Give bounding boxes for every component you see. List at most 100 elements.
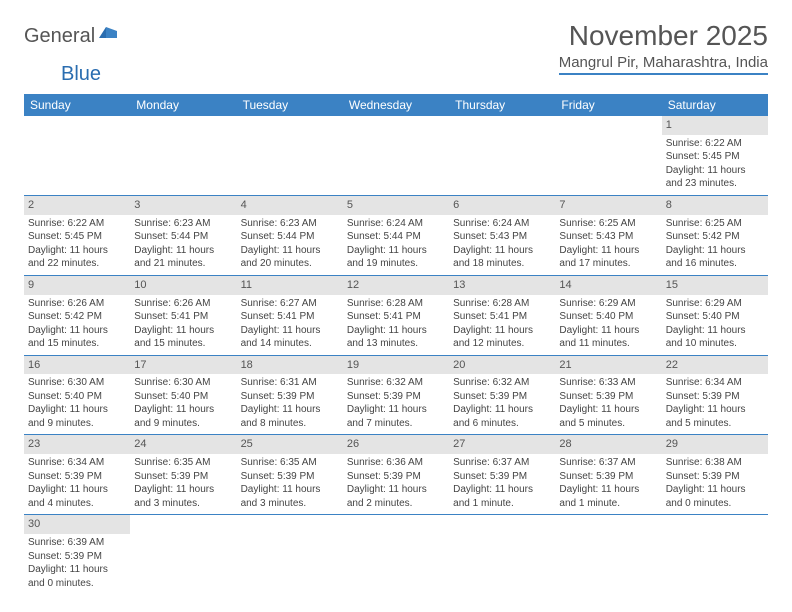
- daylight-text: Daylight: 11 hours and 20 minutes.: [241, 244, 339, 271]
- day-details: Sunrise: 6:24 AMSunset: 5:44 PMDaylight:…: [343, 215, 449, 275]
- empty-cell: [662, 515, 768, 594]
- sunset-text: Sunset: 5:44 PM: [241, 230, 339, 244]
- sunrise-text: Sunrise: 6:28 AM: [453, 297, 551, 311]
- week-row: 30Sunrise: 6:39 AMSunset: 5:39 PMDayligh…: [24, 515, 768, 594]
- day-details: Sunrise: 6:26 AMSunset: 5:42 PMDaylight:…: [24, 295, 130, 355]
- day-details: Sunrise: 6:29 AMSunset: 5:40 PMDaylight:…: [555, 295, 661, 355]
- week-row: 2Sunrise: 6:22 AMSunset: 5:45 PMDaylight…: [24, 196, 768, 276]
- day-number: 8: [662, 196, 768, 215]
- daylight-text: Daylight: 11 hours and 1 minute.: [559, 483, 657, 510]
- sunrise-text: Sunrise: 6:25 AM: [666, 217, 764, 231]
- sunset-text: Sunset: 5:41 PM: [134, 310, 232, 324]
- sunset-text: Sunset: 5:39 PM: [453, 470, 551, 484]
- daylight-text: Daylight: 11 hours and 0 minutes.: [28, 563, 126, 590]
- day-number: 17: [130, 356, 236, 375]
- daylight-text: Daylight: 11 hours and 17 minutes.: [559, 244, 657, 271]
- day-number: 7: [555, 196, 661, 215]
- day-cell: 14Sunrise: 6:29 AMSunset: 5:40 PMDayligh…: [555, 276, 661, 355]
- weekday-label: Friday: [555, 94, 661, 116]
- week-row: 23Sunrise: 6:34 AMSunset: 5:39 PMDayligh…: [24, 435, 768, 515]
- day-details: Sunrise: 6:33 AMSunset: 5:39 PMDaylight:…: [555, 374, 661, 434]
- sunrise-text: Sunrise: 6:30 AM: [134, 376, 232, 390]
- daylight-text: Daylight: 11 hours and 21 minutes.: [134, 244, 232, 271]
- week-row: 9Sunrise: 6:26 AMSunset: 5:42 PMDaylight…: [24, 276, 768, 356]
- day-cell: 20Sunrise: 6:32 AMSunset: 5:39 PMDayligh…: [449, 356, 555, 435]
- empty-cell: [555, 515, 661, 594]
- sunset-text: Sunset: 5:40 PM: [559, 310, 657, 324]
- sunrise-text: Sunrise: 6:29 AM: [559, 297, 657, 311]
- day-number: 25: [237, 435, 343, 454]
- sunset-text: Sunset: 5:39 PM: [28, 470, 126, 484]
- day-details: Sunrise: 6:22 AMSunset: 5:45 PMDaylight:…: [662, 135, 768, 195]
- day-cell: 18Sunrise: 6:31 AMSunset: 5:39 PMDayligh…: [237, 356, 343, 435]
- day-details: Sunrise: 6:35 AMSunset: 5:39 PMDaylight:…: [130, 454, 236, 514]
- daylight-text: Daylight: 11 hours and 5 minutes.: [559, 403, 657, 430]
- sunrise-text: Sunrise: 6:35 AM: [241, 456, 339, 470]
- sunrise-text: Sunrise: 6:32 AM: [453, 376, 551, 390]
- day-cell: 21Sunrise: 6:33 AMSunset: 5:39 PMDayligh…: [555, 356, 661, 435]
- day-number: 21: [555, 356, 661, 375]
- daylight-text: Daylight: 11 hours and 13 minutes.: [347, 324, 445, 351]
- sunset-text: Sunset: 5:41 PM: [241, 310, 339, 324]
- sunset-text: Sunset: 5:39 PM: [241, 390, 339, 404]
- day-cell: 30Sunrise: 6:39 AMSunset: 5:39 PMDayligh…: [24, 515, 130, 594]
- day-number: 30: [24, 515, 130, 534]
- sunrise-text: Sunrise: 6:37 AM: [453, 456, 551, 470]
- sunset-text: Sunset: 5:39 PM: [559, 390, 657, 404]
- daylight-text: Daylight: 11 hours and 6 minutes.: [453, 403, 551, 430]
- day-cell: 15Sunrise: 6:29 AMSunset: 5:40 PMDayligh…: [662, 276, 768, 355]
- weekday-label: Saturday: [662, 94, 768, 116]
- day-number: 5: [343, 196, 449, 215]
- daylight-text: Daylight: 11 hours and 8 minutes.: [241, 403, 339, 430]
- day-number: 4: [237, 196, 343, 215]
- day-number: 22: [662, 356, 768, 375]
- sunrise-text: Sunrise: 6:36 AM: [347, 456, 445, 470]
- day-details: Sunrise: 6:31 AMSunset: 5:39 PMDaylight:…: [237, 374, 343, 434]
- empty-cell: [449, 515, 555, 594]
- day-cell: 8Sunrise: 6:25 AMSunset: 5:42 PMDaylight…: [662, 196, 768, 275]
- day-number: 14: [555, 276, 661, 295]
- empty-cell: [130, 116, 236, 195]
- day-cell: 24Sunrise: 6:35 AMSunset: 5:39 PMDayligh…: [130, 435, 236, 514]
- day-details: Sunrise: 6:38 AMSunset: 5:39 PMDaylight:…: [662, 454, 768, 514]
- day-details: Sunrise: 6:29 AMSunset: 5:40 PMDaylight:…: [662, 295, 768, 355]
- sunrise-text: Sunrise: 6:26 AM: [134, 297, 232, 311]
- weekday-label: Thursday: [449, 94, 555, 116]
- day-cell: 25Sunrise: 6:35 AMSunset: 5:39 PMDayligh…: [237, 435, 343, 514]
- weekday-label: Tuesday: [237, 94, 343, 116]
- calendar: SundayMondayTuesdayWednesdayThursdayFrid…: [24, 94, 768, 594]
- sunset-text: Sunset: 5:39 PM: [666, 390, 764, 404]
- day-cell: 10Sunrise: 6:26 AMSunset: 5:41 PMDayligh…: [130, 276, 236, 355]
- day-details: Sunrise: 6:28 AMSunset: 5:41 PMDaylight:…: [343, 295, 449, 355]
- day-cell: 3Sunrise: 6:23 AMSunset: 5:44 PMDaylight…: [130, 196, 236, 275]
- month-title: November 2025: [559, 20, 768, 52]
- day-cell: 1Sunrise: 6:22 AMSunset: 5:45 PMDaylight…: [662, 116, 768, 195]
- day-number: 3: [130, 196, 236, 215]
- day-details: Sunrise: 6:39 AMSunset: 5:39 PMDaylight:…: [24, 534, 130, 594]
- sunset-text: Sunset: 5:39 PM: [134, 470, 232, 484]
- sunset-text: Sunset: 5:44 PM: [347, 230, 445, 244]
- day-cell: 22Sunrise: 6:34 AMSunset: 5:39 PMDayligh…: [662, 356, 768, 435]
- sunset-text: Sunset: 5:40 PM: [28, 390, 126, 404]
- sunrise-text: Sunrise: 6:23 AM: [134, 217, 232, 231]
- day-number: 2: [24, 196, 130, 215]
- location: Mangrul Pir, Maharashtra, India: [559, 54, 768, 75]
- day-cell: 11Sunrise: 6:27 AMSunset: 5:41 PMDayligh…: [237, 276, 343, 355]
- day-cell: 12Sunrise: 6:28 AMSunset: 5:41 PMDayligh…: [343, 276, 449, 355]
- daylight-text: Daylight: 11 hours and 5 minutes.: [666, 403, 764, 430]
- day-number: 27: [449, 435, 555, 454]
- day-number: 1: [662, 116, 768, 135]
- empty-cell: [237, 116, 343, 195]
- sunset-text: Sunset: 5:39 PM: [453, 390, 551, 404]
- logo-flag-icon: [99, 24, 119, 45]
- day-cell: 28Sunrise: 6:37 AMSunset: 5:39 PMDayligh…: [555, 435, 661, 514]
- day-details: Sunrise: 6:23 AMSunset: 5:44 PMDaylight:…: [130, 215, 236, 275]
- daylight-text: Daylight: 11 hours and 15 minutes.: [134, 324, 232, 351]
- day-details: Sunrise: 6:37 AMSunset: 5:39 PMDaylight:…: [555, 454, 661, 514]
- sunset-text: Sunset: 5:39 PM: [347, 390, 445, 404]
- day-cell: 6Sunrise: 6:24 AMSunset: 5:43 PMDaylight…: [449, 196, 555, 275]
- logo-text-blue: Blue: [61, 63, 101, 86]
- day-details: Sunrise: 6:32 AMSunset: 5:39 PMDaylight:…: [449, 374, 555, 434]
- sunrise-text: Sunrise: 6:37 AM: [559, 456, 657, 470]
- day-details: Sunrise: 6:32 AMSunset: 5:39 PMDaylight:…: [343, 374, 449, 434]
